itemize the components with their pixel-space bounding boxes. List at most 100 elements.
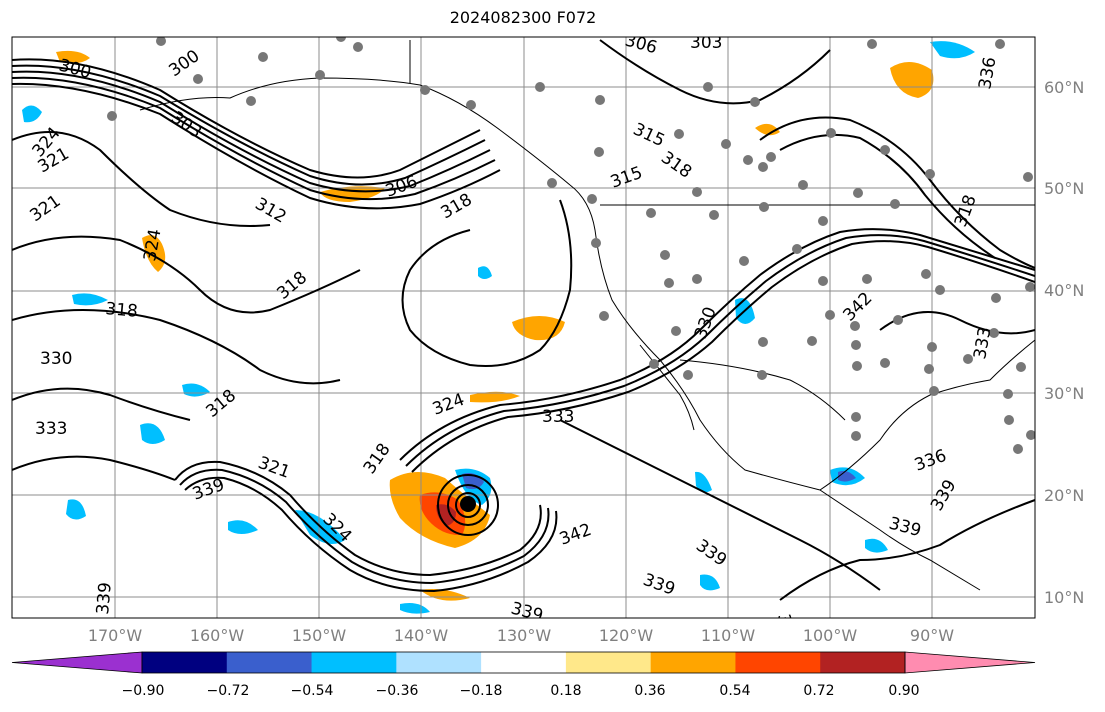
station-dot — [880, 358, 890, 368]
contour-line — [184, 476, 558, 593]
station-dot — [587, 194, 597, 204]
coastline-alaska — [139, 77, 571, 186]
station-dot — [1004, 415, 1014, 425]
contour-label: 333 — [35, 419, 67, 439]
storm-eye — [460, 496, 476, 512]
contour-line — [599, 39, 831, 105]
station-dot — [925, 169, 935, 179]
darkred-shade — [436, 504, 456, 526]
station-dot — [353, 42, 363, 52]
orange-shade — [56, 50, 90, 64]
station-dot — [921, 269, 931, 279]
colorbar-tick-label: 0.36 — [634, 683, 666, 699]
station-dot — [683, 370, 693, 380]
colorbar-segment — [396, 652, 482, 673]
station-dot — [792, 244, 802, 254]
station-dot — [1026, 430, 1035, 440]
colorbar-tick-label: −0.36 — [375, 683, 419, 699]
coastline-gulf — [819, 339, 1035, 491]
contour-line — [779, 499, 1035, 601]
contour-line — [12, 64, 486, 186]
contour-line — [405, 234, 1035, 467]
contour-line — [779, 133, 996, 259]
station-dot — [935, 285, 945, 295]
station-dot — [703, 82, 713, 92]
station-dot — [893, 315, 903, 325]
blue-shade — [700, 574, 720, 591]
contour-line — [399, 228, 1035, 461]
orange-shade — [320, 186, 385, 202]
station-dot — [766, 152, 776, 162]
station-dot — [867, 39, 877, 49]
station-dot — [750, 97, 760, 107]
station-dot — [709, 210, 719, 220]
station-dot — [758, 162, 768, 172]
station-dot — [193, 74, 203, 84]
contour-line — [12, 235, 361, 314]
blue-shade — [695, 471, 712, 493]
station-dot — [826, 128, 836, 138]
blue-shade — [930, 41, 975, 59]
station-dot — [924, 364, 934, 374]
colorbar-tick-label: −0.72 — [206, 683, 250, 699]
station-dot — [646, 208, 656, 218]
colorbar-segment — [142, 652, 228, 673]
blue-shade — [865, 538, 888, 553]
station-dot — [743, 155, 753, 165]
contour-label: 330 — [40, 349, 72, 369]
lon-label: 100°W — [802, 626, 858, 645]
station-dot — [315, 70, 325, 80]
station-dot — [692, 187, 702, 197]
station-dot — [1003, 389, 1013, 399]
station-dot — [535, 82, 545, 92]
station-dot — [156, 37, 166, 46]
station-dot — [890, 199, 900, 209]
contour-line — [12, 58, 481, 179]
colorbar-segment — [735, 652, 821, 673]
blue-shade — [478, 266, 492, 279]
station-dot — [591, 238, 601, 248]
storm-center — [437, 474, 499, 536]
station-dot — [692, 274, 702, 284]
storm-ring — [447, 484, 489, 526]
station-dot — [336, 37, 346, 42]
blue-shade — [66, 499, 86, 520]
station-dot — [818, 216, 828, 226]
orange-shade — [755, 123, 780, 136]
station-dot — [1025, 282, 1035, 292]
map-frame — [11, 36, 1036, 619]
blue-shade — [228, 520, 258, 534]
station-dot — [1016, 362, 1026, 372]
lon-label: 150°W — [291, 626, 347, 645]
colorbar-tick-label: 0.90 — [888, 683, 920, 699]
station-dot — [798, 180, 808, 190]
lat-label: 60°N — [1044, 78, 1085, 97]
station-dot — [862, 274, 872, 284]
contour-label: 318 — [105, 299, 139, 322]
station-dot — [599, 311, 609, 321]
lon-label: 90°W — [909, 626, 955, 645]
station-dot — [995, 39, 1005, 49]
contour-line — [12, 387, 191, 421]
station-dot — [989, 328, 999, 338]
colorbar — [11, 651, 1036, 674]
contour-label: 303 — [690, 33, 722, 53]
colorbar-segment — [650, 652, 736, 673]
lon-label: 140°W — [393, 626, 449, 645]
storm-ring — [455, 492, 481, 518]
blue-shade — [22, 105, 42, 123]
lon-label: 160°W — [189, 626, 245, 645]
station-dot — [594, 147, 604, 157]
station-dot — [963, 354, 973, 364]
contour-line — [12, 76, 496, 201]
station-dot — [927, 342, 937, 352]
colorbar-tick-label: 0.54 — [719, 683, 751, 699]
colorbar-segment — [481, 652, 567, 673]
contour-line — [12, 82, 501, 210]
lat-label: 50°N — [1044, 179, 1085, 198]
station-dot — [818, 276, 828, 286]
station-dot — [466, 100, 476, 110]
station-dot — [757, 370, 767, 380]
contour-lines — [12, 39, 1035, 601]
